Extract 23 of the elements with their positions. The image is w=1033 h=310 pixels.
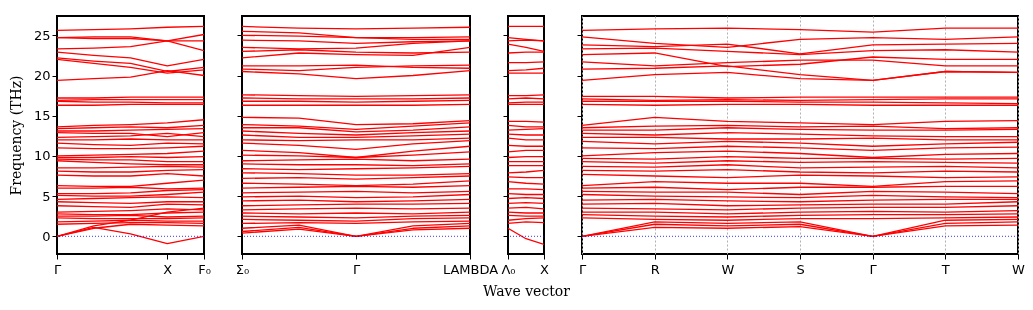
x-tick-label: F₀	[198, 261, 211, 277]
x-tick-label: X	[540, 261, 550, 277]
x-tick-label: X	[163, 261, 173, 277]
y-axis-title: Frequency (THz)	[7, 75, 24, 196]
x-tick-label: T	[940, 261, 950, 277]
x-tick-label: S	[796, 261, 805, 277]
x-tick-label: W	[1012, 261, 1026, 277]
x-tick-label: Γ	[869, 261, 878, 277]
y-tick-label: 0	[42, 228, 51, 244]
x-tick-label: Γ	[53, 261, 62, 277]
y-tick-label: 20	[33, 68, 51, 83]
y-tick-label: 15	[33, 108, 51, 124]
x-tick-label: W	[721, 261, 735, 277]
y-tick-label: 25	[33, 27, 51, 43]
y-tick-label: 10	[33, 148, 51, 164]
x-tick-label: R	[650, 261, 660, 277]
x-tick-label: LAMBDA	[442, 261, 499, 277]
x-tick-label: Λ₀	[501, 261, 516, 277]
y-tick-label: 5	[42, 188, 51, 204]
x-tick-label: Γ	[578, 261, 587, 277]
x-axis-title: Wave vector	[483, 282, 571, 299]
x-tick-label: Σ₀	[235, 261, 250, 277]
x-tick-label: Γ	[352, 261, 361, 277]
